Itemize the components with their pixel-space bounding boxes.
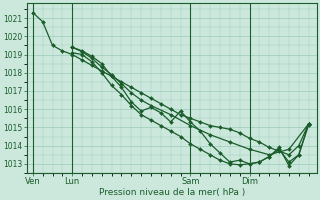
X-axis label: Pression niveau de la mer( hPa ): Pression niveau de la mer( hPa ) [99, 188, 245, 197]
